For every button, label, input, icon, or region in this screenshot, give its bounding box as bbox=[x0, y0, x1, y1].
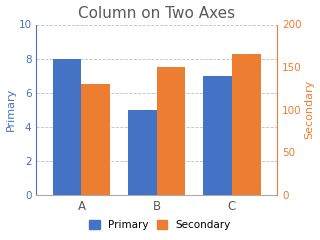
Title: Column on Two Axes: Column on Two Axes bbox=[78, 6, 235, 21]
Y-axis label: Primary: Primary bbox=[5, 88, 16, 131]
Legend: Primary, Secondary: Primary, Secondary bbox=[87, 218, 233, 232]
Bar bbox=[128, 110, 157, 195]
Y-axis label: Secondary: Secondary bbox=[304, 80, 315, 139]
Bar bbox=[157, 67, 185, 195]
Bar bbox=[203, 76, 232, 195]
Bar bbox=[82, 84, 110, 195]
Bar bbox=[232, 54, 260, 195]
Bar bbox=[53, 59, 82, 195]
